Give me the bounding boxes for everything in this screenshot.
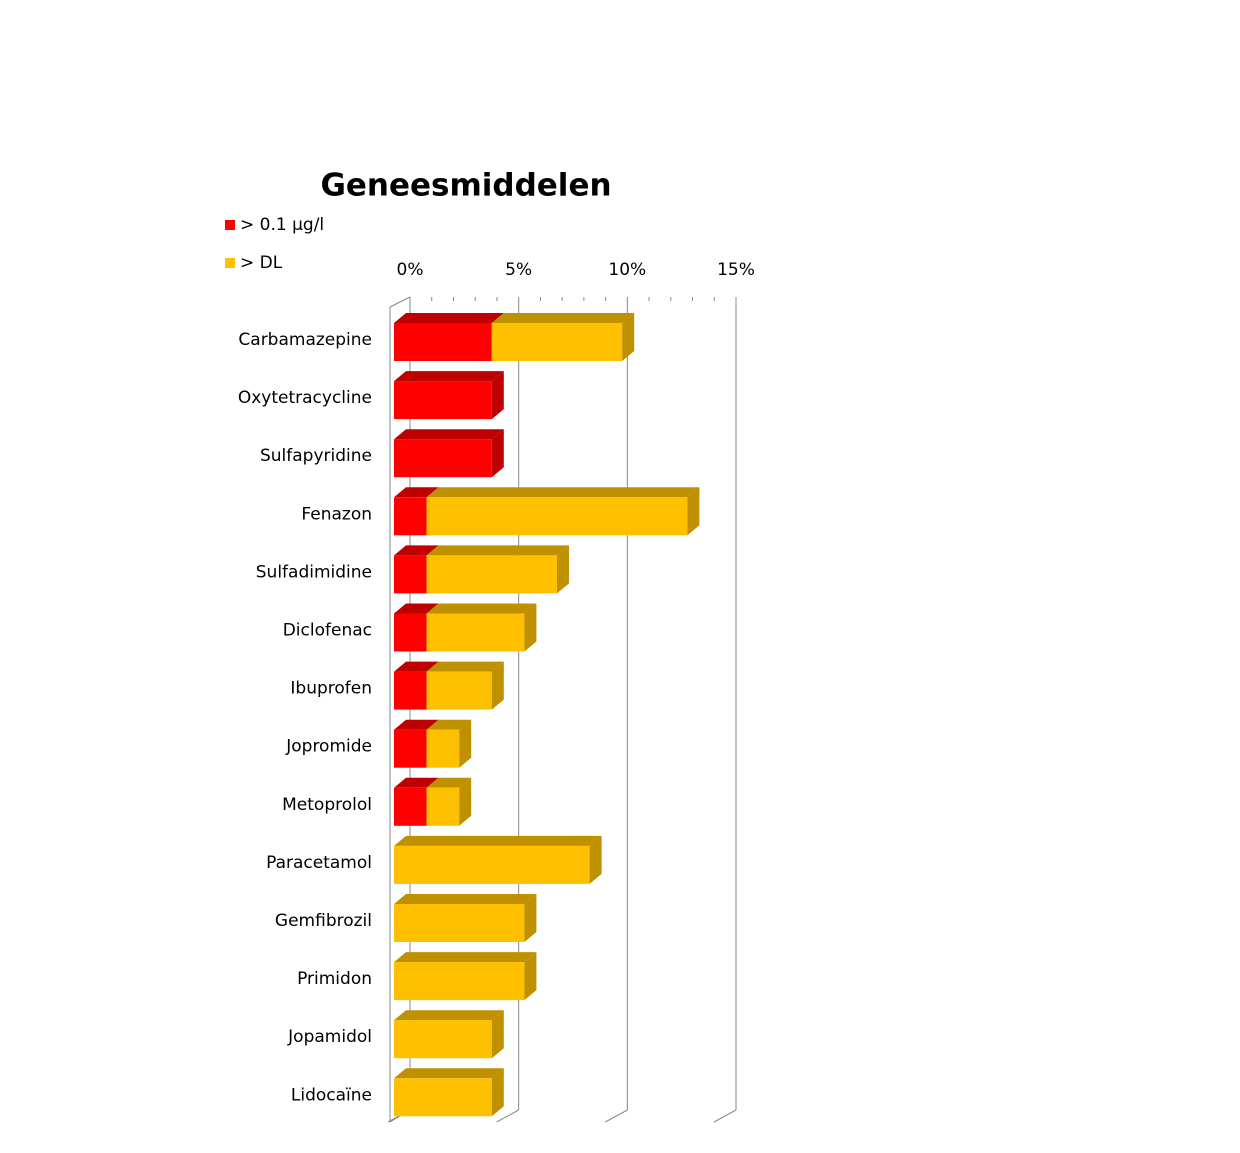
y-tick-label: Carbamazepine: [238, 330, 372, 350]
bar-top: [426, 603, 537, 614]
bar: [394, 787, 427, 826]
bar-top: [394, 1068, 504, 1079]
bar-side: [491, 1010, 504, 1059]
y-tick-label: Lidocaïne: [291, 1085, 372, 1105]
bar-side: [491, 1068, 504, 1117]
bar: [426, 787, 460, 826]
bar: [394, 904, 525, 942]
bar-top: [394, 487, 439, 498]
bar: [426, 497, 688, 536]
bar: [394, 845, 590, 884]
bar-side: [622, 313, 635, 361]
bar-top: [394, 894, 537, 904]
bar-side: [687, 487, 700, 536]
bar-top: [394, 719, 439, 730]
legend-swatch: [225, 258, 235, 268]
y-tick-label: Diclofenac: [283, 621, 372, 641]
bar-top: [426, 719, 472, 730]
bar-top: [426, 777, 472, 788]
grid-line: [605, 1109, 628, 1123]
bar-side: [524, 952, 537, 1001]
legend-swatch: [225, 220, 235, 230]
bar-side: [491, 371, 504, 420]
bar-top: [394, 952, 537, 963]
bar: [394, 962, 525, 1001]
chart-title: Geneesmiddelen: [320, 168, 611, 204]
bar-side: [524, 603, 537, 652]
bar: [426, 555, 557, 594]
x-tick-label: 10%: [608, 260, 646, 280]
bar-top: [491, 313, 635, 323]
y-tick-label: Metoprolol: [282, 795, 372, 815]
bar-top: [426, 661, 504, 672]
bar: [426, 671, 492, 710]
legend-label: > 0.1 µg/l: [240, 215, 324, 235]
y-tick-label: Ibuprofen: [290, 679, 372, 699]
y-tick-label: Primidon: [297, 969, 372, 989]
grid-line: [496, 1109, 519, 1123]
bar-top: [394, 603, 439, 614]
bar: [394, 729, 427, 768]
bar: [394, 555, 427, 594]
bar-side: [491, 429, 504, 478]
bar: [426, 729, 460, 768]
bar-top: [394, 1010, 504, 1021]
bar-top: [394, 371, 504, 382]
y-tick-label: Sulfadimidine: [256, 562, 372, 582]
axis-wall: [389, 296, 411, 308]
bar-side: [524, 894, 537, 942]
bar: [394, 1020, 492, 1059]
y-tick-label: Jopamidol: [287, 1027, 372, 1047]
bar-side: [491, 661, 504, 710]
bar-top: [394, 313, 504, 323]
y-tick-label: Sulfapyridine: [260, 446, 372, 466]
bar: [394, 439, 492, 478]
bar: [394, 671, 427, 710]
grid-line: [713, 1109, 737, 1123]
bar-side: [589, 835, 602, 884]
bar: [426, 613, 525, 652]
x-tick-label: 5%: [505, 260, 532, 280]
bar: [394, 1078, 492, 1117]
bar-top: [426, 545, 569, 556]
bar: [394, 323, 492, 361]
bar-top: [394, 661, 439, 672]
legend-label: > DL: [240, 253, 283, 273]
bar: [394, 497, 427, 536]
y-tick-label: Jopromide: [285, 737, 372, 757]
bar: [491, 323, 623, 361]
bar-top: [426, 487, 700, 498]
bar: [394, 381, 492, 420]
bar-top: [394, 545, 439, 556]
bar-side: [557, 545, 569, 594]
bar-top: [394, 777, 439, 788]
bar-top: [394, 429, 504, 440]
x-tick-label: 0%: [397, 260, 424, 280]
y-tick-label: Fenazon: [301, 504, 372, 524]
bar-side: [459, 719, 472, 768]
y-tick-label: Gemfibrozil: [275, 911, 372, 931]
y-tick-label: Paracetamol: [266, 853, 372, 873]
y-tick-label: Oxytetracycline: [238, 388, 372, 408]
bar: [394, 613, 427, 652]
bar-top: [394, 835, 602, 846]
x-tick-label: 15%: [717, 260, 755, 280]
bar-side: [459, 777, 472, 826]
